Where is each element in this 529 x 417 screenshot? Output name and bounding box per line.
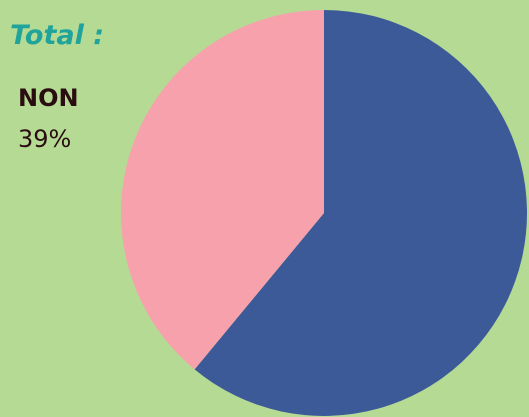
- pie-slice: [194, 10, 527, 416]
- chart-title: Total :: [10, 20, 104, 51]
- pie-slice: [120, 10, 324, 370]
- slice-label: NON: [18, 84, 79, 112]
- slice-value: 39%: [18, 125, 71, 153]
